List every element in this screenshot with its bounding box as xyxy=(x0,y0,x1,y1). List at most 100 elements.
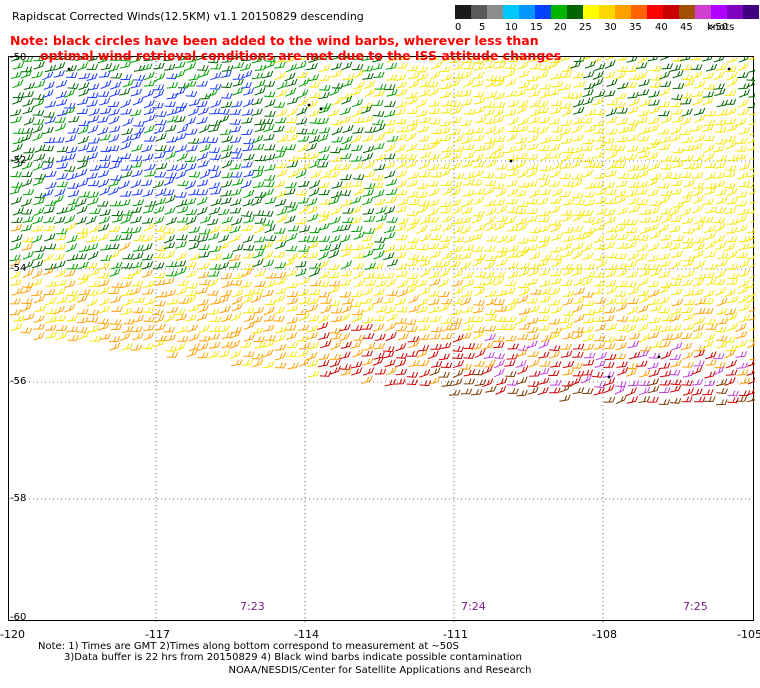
wind-barb xyxy=(559,316,571,324)
wind-barb xyxy=(452,286,464,295)
wind-barb xyxy=(130,109,142,117)
wind-barb xyxy=(408,217,421,225)
wind-barb xyxy=(87,325,99,333)
wind-barb xyxy=(309,268,321,277)
wind-barb xyxy=(726,187,738,197)
wind-barb xyxy=(407,190,419,198)
wind-barb xyxy=(637,277,649,287)
legend-swatch xyxy=(615,5,631,19)
wind-barb xyxy=(196,196,208,206)
wind-barb xyxy=(462,271,474,279)
wind-barb xyxy=(374,198,386,206)
wind-barb xyxy=(713,71,725,81)
wind-barb xyxy=(243,153,255,161)
wind-barb xyxy=(306,236,319,243)
wind-barb xyxy=(350,205,362,214)
wind-barb xyxy=(539,178,551,188)
wind-barb xyxy=(42,145,55,152)
wind-barb xyxy=(298,163,311,170)
wind-barb xyxy=(507,343,519,350)
legend-label-25: 25 xyxy=(579,22,592,33)
wind-barb xyxy=(133,296,146,303)
wind-barb xyxy=(485,297,498,306)
wind-barb xyxy=(452,172,465,179)
wind-barb xyxy=(749,356,755,361)
wind-barb xyxy=(517,201,529,208)
wind-barb xyxy=(108,243,120,250)
lat-label-50: -50 xyxy=(10,52,27,63)
wind-barb xyxy=(286,161,299,168)
wind-barb xyxy=(383,153,396,160)
wind-barb xyxy=(439,168,451,178)
wind-barb xyxy=(605,269,617,278)
legend-color-bar xyxy=(455,5,759,19)
wind-barb xyxy=(539,279,551,288)
wind-barb xyxy=(176,199,188,208)
wind-barb xyxy=(208,225,221,234)
wind-barb xyxy=(681,190,694,199)
wind-barb xyxy=(309,170,322,179)
wind-barb xyxy=(748,336,755,342)
wind-barb xyxy=(143,280,155,288)
wind-barb xyxy=(548,180,561,187)
wind-barb xyxy=(330,242,342,252)
wind-barb xyxy=(670,216,682,223)
wind-barb xyxy=(473,360,485,367)
wind-barb xyxy=(449,128,461,135)
wind-barb xyxy=(724,288,736,297)
wind-barb xyxy=(515,208,527,215)
wind-barb xyxy=(188,235,201,242)
wind-barb xyxy=(175,191,187,198)
wind-barb xyxy=(67,335,79,341)
wind-barb xyxy=(670,288,683,296)
wind-barb xyxy=(582,89,594,98)
wind-barb xyxy=(243,189,255,199)
wind-barb xyxy=(647,289,660,298)
wind-barb xyxy=(122,273,135,280)
wind-barb xyxy=(714,269,726,279)
wind-barb xyxy=(441,251,453,260)
wind-barb xyxy=(188,343,200,352)
wind-barb xyxy=(210,188,222,195)
wind-barb xyxy=(318,145,331,154)
wind-barb xyxy=(550,246,562,253)
wind-barb xyxy=(12,96,24,105)
wind-barb xyxy=(441,323,453,332)
wind-barb xyxy=(725,359,737,369)
wind-barb xyxy=(439,126,451,134)
wind-barb xyxy=(53,305,65,315)
wind-barb xyxy=(384,84,396,91)
wind-barb xyxy=(537,174,549,180)
wind-barb xyxy=(340,199,352,206)
wind-barb xyxy=(141,144,153,153)
wind-barb xyxy=(451,353,464,360)
wind-barb xyxy=(339,323,351,332)
wind-barb xyxy=(262,240,274,249)
wind-barb xyxy=(395,57,407,61)
wind-barb xyxy=(86,73,98,82)
wind-barb xyxy=(350,361,363,369)
wind-barb xyxy=(581,230,593,240)
wind-barb xyxy=(538,377,550,385)
wind-barb xyxy=(241,268,253,278)
wind-barb xyxy=(276,134,289,143)
wind-barb xyxy=(251,72,264,80)
wind-barb xyxy=(395,263,408,270)
wind-barb xyxy=(659,81,672,87)
wind-barb xyxy=(165,216,177,226)
wind-barb xyxy=(10,323,23,331)
wind-barb xyxy=(460,252,472,260)
wind-barb xyxy=(737,285,749,295)
wind-barb xyxy=(364,183,376,189)
wind-barb xyxy=(373,288,385,296)
wind-barb xyxy=(297,324,310,331)
wind-barb xyxy=(122,253,134,260)
wind-barb xyxy=(318,235,331,242)
wind-barb xyxy=(209,263,221,270)
wind-barb xyxy=(307,240,319,250)
wind-barb xyxy=(473,63,485,71)
wind-barb xyxy=(121,170,133,179)
wind-barb xyxy=(561,107,573,117)
wind-barb xyxy=(680,172,692,179)
wind-barb xyxy=(746,359,755,367)
